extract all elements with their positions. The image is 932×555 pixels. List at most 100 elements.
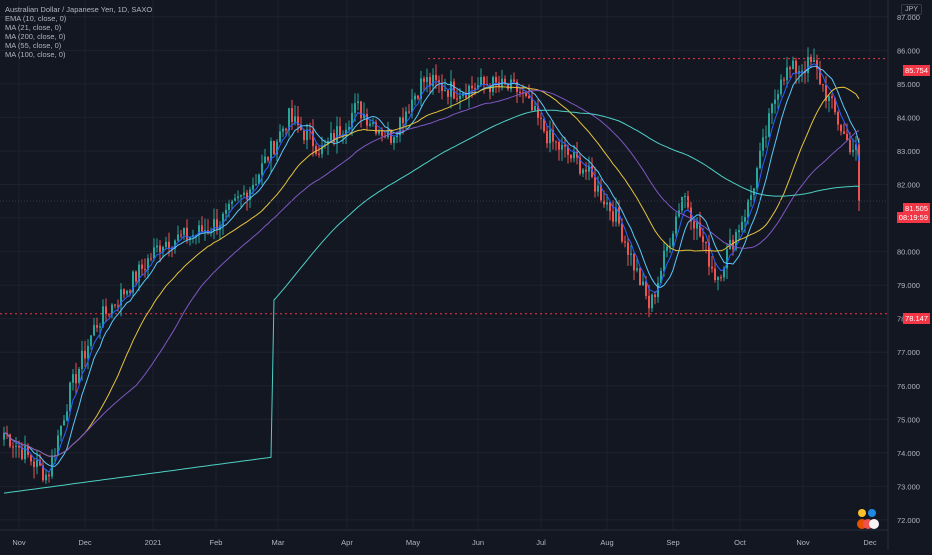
candle-body: [135, 271, 137, 282]
candle-body: [45, 474, 47, 481]
candle-body: [768, 113, 770, 137]
candle-body: [180, 234, 182, 236]
candle-body: [150, 258, 152, 260]
candle-body: [285, 128, 287, 131]
indicator-ma21[interactable]: MA (21, close, 0): [5, 23, 62, 32]
candle-body: [858, 144, 860, 202]
candle-body: [18, 445, 20, 448]
candle-body: [381, 130, 383, 136]
candle-body: [714, 268, 716, 280]
candle-body: [555, 141, 557, 143]
candle-body: [204, 230, 206, 232]
candle-body: [426, 77, 428, 82]
candle-body: [405, 111, 407, 124]
candle-body: [3, 432, 5, 440]
candle-body: [675, 216, 677, 234]
candle-body: [732, 239, 734, 250]
candle-body: [513, 79, 515, 82]
candle-body: [819, 68, 821, 85]
candle-body: [453, 81, 455, 99]
currency-button[interactable]: JPY: [901, 4, 922, 15]
candle-body: [390, 129, 392, 143]
candle-body: [831, 96, 833, 99]
candle-body: [87, 345, 89, 359]
candle-body: [273, 140, 275, 155]
candle-body: [360, 101, 362, 119]
candle-body: [618, 207, 620, 224]
candle-body: [795, 60, 797, 74]
candle-body: [606, 202, 608, 205]
candle-body: [60, 425, 62, 436]
candle-body: [528, 95, 530, 99]
candle-body: [615, 207, 617, 222]
candle-body: [525, 92, 527, 96]
indicator-ema10[interactable]: EMA (10, close, 0): [5, 14, 67, 23]
candle-body: [552, 129, 554, 142]
candle-body: [201, 225, 203, 232]
candle-body: [114, 304, 116, 306]
candle-body: [537, 105, 539, 118]
candle-body: [435, 75, 437, 81]
candle-body: [354, 103, 356, 113]
candle-body: [423, 78, 425, 82]
candle-body: [69, 382, 71, 412]
candle-body: [762, 137, 764, 151]
candle-body: [264, 156, 266, 164]
candle-body: [411, 99, 413, 113]
candle-body: [624, 241, 626, 243]
candle-body: [39, 460, 41, 466]
candle-body: [231, 200, 233, 204]
candle-body: [207, 230, 209, 233]
candle-body: [630, 253, 632, 255]
candle-body: [42, 465, 44, 481]
candle-body: [270, 140, 272, 161]
candle-body: [183, 227, 185, 235]
candle-body: [816, 60, 818, 69]
candle-body: [63, 420, 65, 426]
candle-body: [24, 446, 26, 460]
x-tick-label: Apr: [341, 538, 353, 547]
candle-body: [495, 77, 497, 83]
indicator-ma100[interactable]: MA (100, close, 0): [5, 50, 66, 59]
candle-body: [579, 157, 581, 174]
candle-body: [828, 96, 830, 101]
candle-body: [786, 67, 788, 81]
candle-body: [603, 200, 605, 205]
candle-body: [330, 133, 332, 142]
y-tick-label: 77.000: [897, 348, 920, 357]
current-price-tag: 81.505: [903, 203, 930, 214]
candle-body: [585, 169, 587, 172]
candle-body: [789, 67, 791, 70]
candle-body: [138, 264, 140, 282]
candle-body: [834, 98, 836, 113]
candle-body: [801, 70, 803, 72]
candle-body: [573, 151, 575, 159]
candle-body: [783, 79, 785, 81]
candle-body: [711, 266, 713, 269]
tradingview-logo-icon[interactable]: [853, 508, 881, 530]
candle-body: [132, 271, 134, 293]
candle-body: [66, 411, 68, 421]
candle-body: [288, 108, 290, 131]
candle-body: [846, 133, 848, 141]
candle-body: [228, 203, 230, 210]
ema10-line: [3, 63, 860, 473]
indicator-ma200[interactable]: MA (200, close, 0): [5, 32, 66, 41]
x-tick-label: May: [406, 538, 420, 547]
candle-body: [447, 90, 449, 97]
candle-body: [261, 163, 263, 175]
candle-body: [639, 268, 641, 286]
candle-body: [444, 90, 446, 92]
candle-body: [696, 222, 698, 229]
indicator-ma55[interactable]: MA (55, close, 0): [5, 41, 62, 50]
candle-body: [681, 196, 683, 211]
candle-body: [855, 144, 857, 150]
candle-body: [642, 281, 644, 286]
candle-body: [126, 290, 128, 295]
y-tick-label: 76.000: [897, 382, 920, 391]
candle-body: [699, 222, 701, 237]
x-tick-label: Feb: [210, 538, 223, 547]
candle-body: [54, 455, 56, 457]
